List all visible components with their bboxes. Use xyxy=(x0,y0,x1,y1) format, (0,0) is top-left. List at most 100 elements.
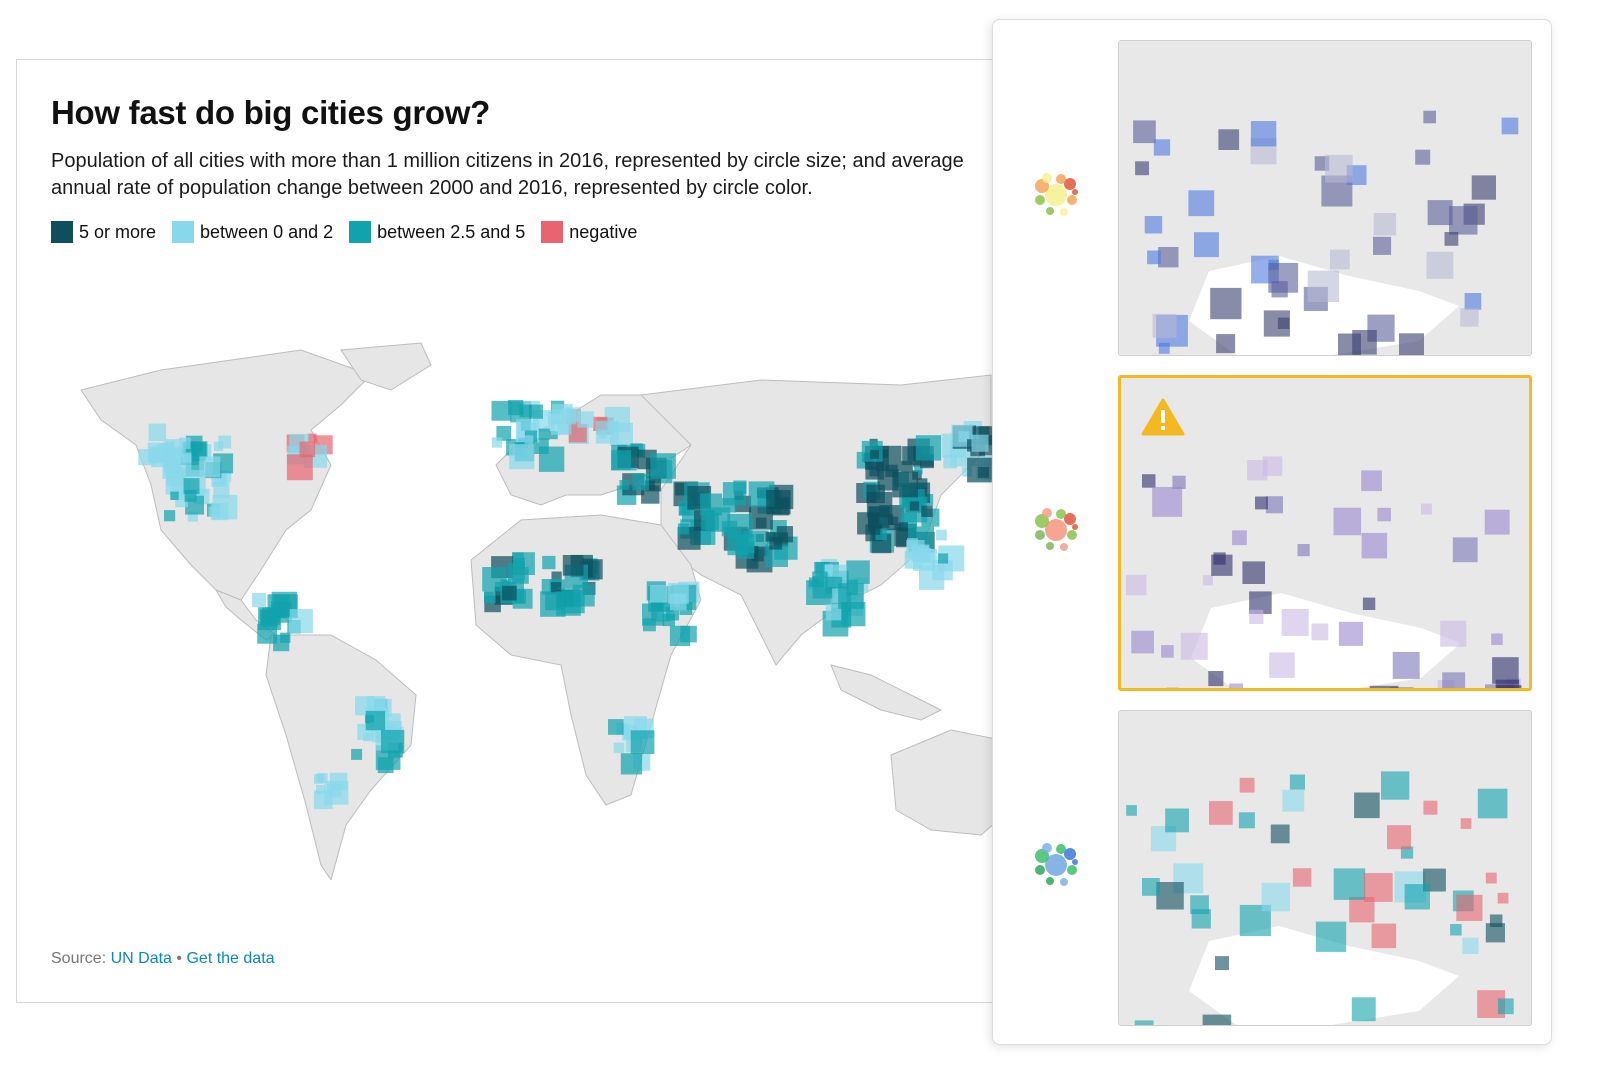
preview-city-marker xyxy=(1450,924,1462,936)
city-markers xyxy=(138,400,1000,810)
palette-bubble xyxy=(1056,174,1066,184)
city-marker xyxy=(871,526,881,535)
preview-city-marker xyxy=(1161,645,1174,658)
palette-bubble xyxy=(1064,848,1076,860)
legend-label: between 2.5 and 5 xyxy=(377,221,526,242)
palette-preview-map[interactable] xyxy=(1118,710,1532,1026)
city-marker xyxy=(619,480,630,490)
preview-city-marker xyxy=(1249,591,1272,614)
city-marker xyxy=(898,522,908,532)
preview-city-marker xyxy=(1381,771,1410,800)
palette-bubble xyxy=(1056,844,1066,854)
preview-city-marker xyxy=(1158,342,1170,354)
legend: 5 or more between 0 and 2 between 2.5 an… xyxy=(51,221,637,243)
preview-city-marker xyxy=(1497,998,1514,1015)
city-marker xyxy=(958,431,970,443)
palette-option-warm[interactable] xyxy=(993,20,1553,356)
city-marker xyxy=(491,400,512,421)
city-marker xyxy=(299,441,316,458)
preview-city-marker xyxy=(1209,801,1233,825)
city-marker xyxy=(166,467,186,487)
city-marker xyxy=(381,729,405,754)
city-marker xyxy=(561,408,572,419)
preview-city-marker xyxy=(1166,687,1179,688)
preview-city-marker xyxy=(1315,921,1347,952)
chart-title: How fast do big cities grow? xyxy=(51,94,490,131)
palette-preview-map[interactable] xyxy=(1118,40,1532,356)
city-marker xyxy=(904,550,923,569)
preview-city-marker xyxy=(1232,530,1247,546)
preview-city-marker xyxy=(1464,293,1482,310)
city-marker xyxy=(611,450,632,471)
city-marker xyxy=(889,516,899,526)
world-map[interactable] xyxy=(41,335,1016,880)
description-line-2: annual rate of population change between… xyxy=(51,177,813,199)
city-marker xyxy=(577,411,594,428)
preview-city-marker xyxy=(1147,250,1161,265)
preview-city-marker xyxy=(1250,121,1277,147)
palette-option-blue-green[interactable] xyxy=(993,690,1553,1026)
preview-city-marker xyxy=(1400,846,1414,859)
preview-city-marker xyxy=(1423,110,1436,124)
palette-bubble xyxy=(1056,509,1066,519)
city-marker xyxy=(351,748,363,760)
preview-city-marker xyxy=(1158,247,1179,268)
city-marker xyxy=(199,456,221,478)
preview-city-marker xyxy=(1444,232,1459,246)
preview-city-marker xyxy=(1330,249,1350,270)
city-marker xyxy=(524,435,534,444)
city-marker xyxy=(812,571,828,588)
palette-bubble xyxy=(1045,854,1067,876)
city-marker xyxy=(164,510,176,522)
city-marker xyxy=(165,439,184,457)
city-marker xyxy=(769,536,783,550)
preview-city-marker xyxy=(1311,623,1329,641)
palette-bubble xyxy=(1064,513,1076,525)
city-marker xyxy=(556,591,581,616)
city-marker xyxy=(307,433,317,443)
preview-city-marker xyxy=(1491,633,1503,645)
preview-city-marker xyxy=(1484,509,1510,535)
city-marker xyxy=(148,423,167,442)
palette-preview-map-selected[interactable] xyxy=(1118,375,1532,691)
preview-city-marker xyxy=(1242,561,1265,584)
preview-city-marker xyxy=(1421,503,1432,515)
preview-city-marker xyxy=(1492,657,1519,684)
city-marker xyxy=(967,457,992,483)
palette-bubble xyxy=(1064,178,1076,190)
preview-city-marker xyxy=(1268,262,1299,293)
legend-item: 5 or more xyxy=(51,221,156,243)
preview-city-marker xyxy=(1131,630,1154,654)
legend-item: between 2.5 and 5 xyxy=(349,221,525,243)
palette-bubble xyxy=(1042,173,1052,183)
city-marker xyxy=(317,773,328,784)
city-marker xyxy=(519,404,532,418)
palette-bubbles-icon xyxy=(1035,173,1078,216)
city-marker xyxy=(914,465,923,475)
preview-city-marker xyxy=(1194,232,1219,258)
get-data-link[interactable]: Get the data xyxy=(186,950,275,967)
preview-city-marker xyxy=(1152,486,1183,517)
preview-city-marker xyxy=(1389,687,1414,688)
preview-city-marker xyxy=(1371,923,1397,949)
palette-bubble xyxy=(1046,542,1054,550)
land-indonesia xyxy=(830,664,943,721)
palette-bubble xyxy=(1035,195,1045,205)
palette-panel xyxy=(992,19,1552,1045)
source-link[interactable]: UN Data xyxy=(110,950,172,967)
city-marker xyxy=(875,528,887,540)
city-marker xyxy=(187,511,198,522)
city-marker xyxy=(662,613,675,627)
palette-bubble xyxy=(1060,208,1068,216)
palette-bubble xyxy=(1035,530,1045,540)
preview-city-marker xyxy=(1156,882,1184,910)
preview-city-marker xyxy=(1180,632,1208,660)
city-marker xyxy=(922,549,937,564)
city-marker xyxy=(668,583,689,604)
city-marker xyxy=(538,446,565,472)
city-marker xyxy=(915,435,942,461)
palette-option-purple[interactable] xyxy=(993,355,1553,691)
preview-city-marker xyxy=(1152,313,1177,338)
preview-city-marker xyxy=(1153,139,1171,156)
preview-city-marker xyxy=(1188,190,1215,217)
